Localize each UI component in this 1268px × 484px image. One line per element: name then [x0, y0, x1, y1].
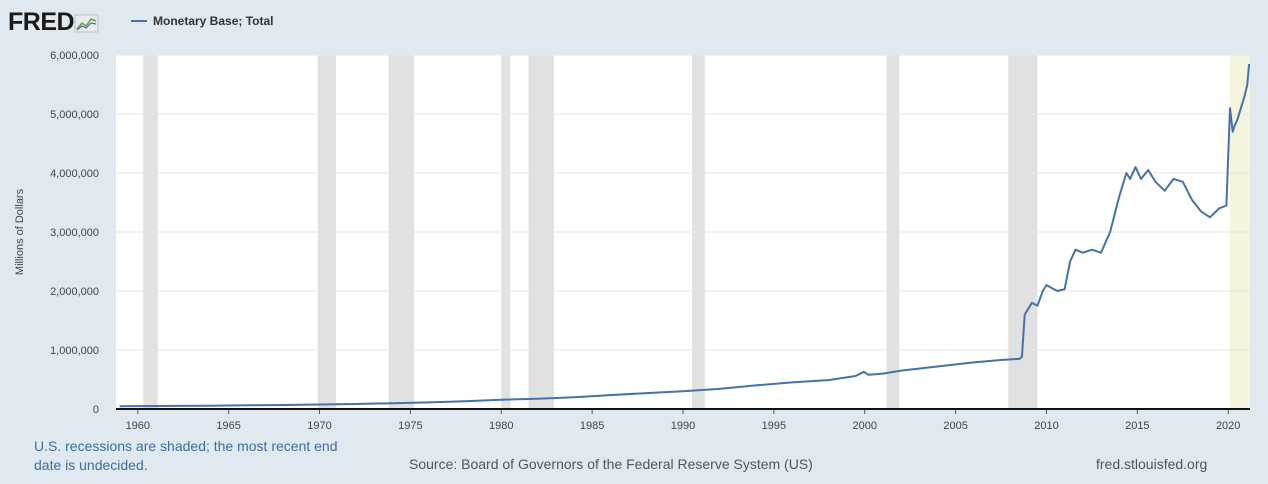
y-tick-label: 4,000,000	[50, 168, 99, 180]
y-tick-label: 0	[93, 404, 99, 416]
fred-url-link[interactable]: fred.stlouisfed.org	[1096, 456, 1208, 472]
x-tick-label: 1995	[762, 420, 786, 432]
legend-label: Monetary Base; Total	[153, 14, 274, 28]
x-tick-label: 1975	[398, 420, 422, 432]
x-tick-label: 2000	[852, 420, 876, 432]
fred-logo[interactable]: FRED	[8, 8, 100, 37]
legend-swatch	[131, 20, 147, 22]
x-tick-label: 1965	[216, 420, 240, 432]
y-tick-label: 6,000,000	[50, 50, 99, 62]
chart-legend[interactable]: Monetary Base; Total	[131, 14, 273, 28]
x-tick-label: 1960	[126, 420, 150, 432]
y-tick-label: 1,000,000	[50, 345, 99, 357]
fred-logo-text: FRED	[8, 8, 75, 36]
recession-note: U.S. recessions are shaded; the most rec…	[34, 438, 338, 473]
line-chart-icon	[74, 14, 99, 32]
x-tick-label: 2010	[1034, 420, 1058, 432]
x-tick-label: 1970	[307, 420, 331, 432]
x-tick-label: 2015	[1125, 420, 1149, 432]
x-tick-label: 1990	[671, 420, 695, 432]
series-line	[119, 63, 1251, 408]
y-tick-label: 2,000,000	[50, 286, 99, 298]
chart: 0 1,000,000 2,000,000 3,000,000 4,000,000 5,0…	[14, 50, 1251, 432]
source-text: Source: Board of Governors of the Federa…	[409, 456, 813, 472]
x-tick-label: 1985	[580, 420, 604, 432]
y-tick-label: 3,000,000	[50, 227, 99, 239]
x-tick-label: 1980	[489, 420, 513, 432]
y-axis-label: Millions of Dollars	[14, 188, 26, 275]
x-tick-label: 2020	[1216, 420, 1240, 432]
y-tick-label: 5,000,000	[50, 109, 99, 121]
x-tick-label: 2005	[943, 420, 967, 432]
